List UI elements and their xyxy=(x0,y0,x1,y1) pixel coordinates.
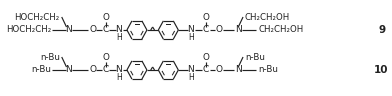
Text: O: O xyxy=(216,26,223,34)
Text: n-Bu: n-Bu xyxy=(258,65,278,74)
Text: N: N xyxy=(187,26,194,34)
Text: H: H xyxy=(116,72,122,82)
Text: O: O xyxy=(216,65,223,74)
Text: N: N xyxy=(187,65,194,74)
Text: N: N xyxy=(116,65,122,74)
Text: N: N xyxy=(235,26,241,34)
Text: CH₂CH₂OH: CH₂CH₂OH xyxy=(258,26,303,34)
Text: C: C xyxy=(203,65,209,74)
Text: n-Bu: n-Bu xyxy=(245,53,265,62)
Text: 9: 9 xyxy=(379,25,386,35)
Text: N: N xyxy=(235,65,241,74)
Text: O: O xyxy=(203,12,209,22)
Text: O: O xyxy=(89,26,96,34)
Text: n-Bu: n-Bu xyxy=(40,53,60,62)
Text: C: C xyxy=(102,26,109,34)
Text: O: O xyxy=(89,65,96,74)
Text: N: N xyxy=(65,26,72,34)
Text: CH₂CH₂OH: CH₂CH₂OH xyxy=(245,12,290,22)
Text: H: H xyxy=(116,33,122,41)
Text: O: O xyxy=(102,53,109,62)
Text: H: H xyxy=(188,72,194,82)
Text: n-Bu: n-Bu xyxy=(31,65,51,74)
Text: O: O xyxy=(203,53,209,62)
Text: O: O xyxy=(102,12,109,22)
Text: C: C xyxy=(203,26,209,34)
Text: C: C xyxy=(102,65,109,74)
Text: HOCH₂CH₂: HOCH₂CH₂ xyxy=(15,12,60,22)
Text: N: N xyxy=(65,65,72,74)
Text: H: H xyxy=(188,33,194,41)
Text: N: N xyxy=(116,26,122,34)
Text: HOCH₂CH₂: HOCH₂CH₂ xyxy=(6,26,51,34)
Text: 10: 10 xyxy=(373,65,388,75)
